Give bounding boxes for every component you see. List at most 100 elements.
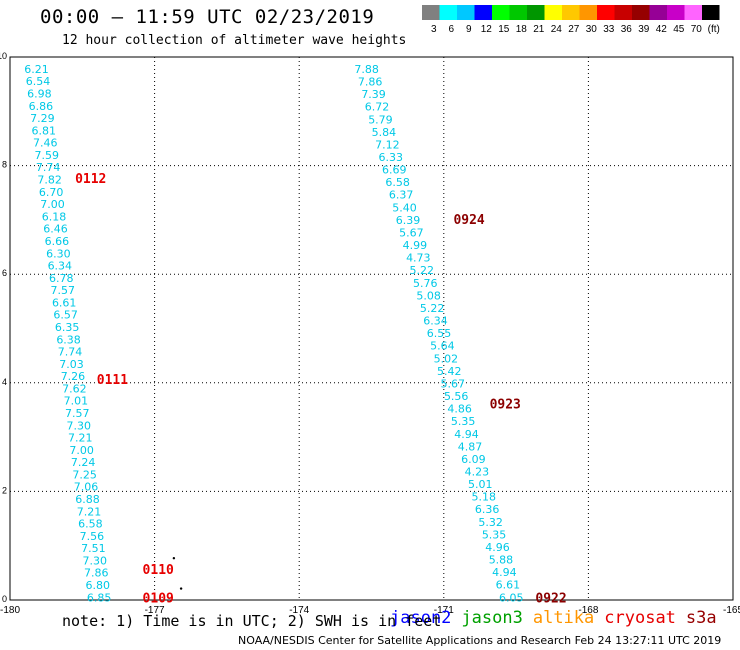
wave-height-value: 5.22	[420, 302, 445, 315]
x-tick-label: -174	[289, 605, 309, 616]
chart-subtitle: 12 hour collection of altimeter wave hei…	[62, 33, 407, 48]
wave-height-value: 4.73	[406, 252, 431, 265]
wave-height-value: 4.23	[465, 465, 490, 478]
wave-height-value: 6.05	[499, 591, 524, 604]
wave-height-value: 4.94	[454, 428, 479, 441]
time-label: 0922	[535, 591, 566, 606]
colorbar-swatch	[439, 5, 457, 20]
colorbar-label: 12	[481, 24, 493, 35]
wave-height-value: 7.74	[36, 161, 61, 174]
chart-title: 00:00 – 11:59 UTC 02/23/2019	[40, 6, 375, 28]
wave-height-value: 6.36	[475, 503, 500, 516]
wave-height-value: 6.58	[385, 176, 410, 189]
wave-height-value: 5.76	[413, 277, 438, 290]
satellite-legend-jason3: jason3	[461, 608, 523, 628]
colorbar-swatch	[492, 5, 510, 20]
wave-height-value: 6.35	[55, 321, 80, 334]
x-tick-label: -171	[434, 605, 454, 616]
wave-height-value: 7.86	[358, 76, 383, 89]
wave-height-value: 6.55	[427, 327, 452, 340]
colorbar-label: 6	[448, 24, 454, 35]
colorbar-swatch	[579, 5, 597, 20]
wave-height-value: 7.00	[40, 198, 65, 211]
y-tick-label: 10	[0, 51, 7, 61]
wave-height-value: 6.57	[53, 309, 78, 322]
wave-height-value: 5.08	[416, 289, 441, 302]
colorbar-label: 33	[603, 24, 615, 35]
colorbar-label: 45	[673, 24, 685, 35]
wave-height-value: 7.00	[69, 444, 94, 457]
wave-height-value: 6.18	[42, 210, 67, 223]
wave-height-value: 7.86	[84, 567, 109, 580]
color-scale-legend: 3 6 9 12 15 18 21 24 27 30 33 36 39 42 45 70 (ft)	[422, 5, 720, 35]
wave-height-value: 6.72	[365, 101, 390, 114]
wave-height-value: 7.30	[83, 554, 108, 567]
x-tick-label: -165	[723, 605, 740, 616]
x-tick-label: -180	[0, 605, 20, 616]
wave-height-value: 6.34	[423, 315, 448, 328]
y-tick-label: 4	[2, 377, 7, 387]
colorbar-swatch	[614, 5, 632, 20]
wave-height-value: 6.85	[87, 591, 112, 604]
y-tick-label: 6	[2, 268, 7, 278]
wave-height-value: 6.30	[46, 247, 71, 260]
wave-height-value: 7.82	[37, 174, 62, 187]
satellite-legend-cryosat: cryosat	[604, 608, 676, 628]
x-tick-label: -177	[145, 605, 165, 616]
wave-height-value: 5.67	[441, 377, 466, 390]
time-label: 0112	[75, 172, 106, 187]
colorbar-swatch	[702, 5, 720, 20]
wave-height-value: 7.29	[30, 112, 55, 125]
colorbar-swatch	[422, 5, 440, 20]
satellite-legend-altika: altika	[532, 608, 595, 628]
footnote: note: 1) Time is in UTC; 2) SWH is in fe…	[62, 612, 442, 630]
wave-height-value: 6.78	[49, 272, 74, 285]
wave-height-value: 6.81	[32, 124, 57, 137]
colorbar-label: 3	[431, 24, 437, 35]
wave-height-value: 4.86	[447, 403, 472, 416]
satellite-legend-jason2: jason2	[390, 608, 452, 628]
x-tick-label: -168	[578, 605, 598, 616]
wave-height-value: 5.02	[434, 352, 459, 365]
colorbar-swatch	[527, 5, 545, 20]
colorbar-swatch	[562, 5, 580, 20]
time-label: 0923	[490, 398, 521, 413]
credit-line: NOAA/NESDIS Center for Satellite Applica…	[238, 634, 722, 647]
wave-height-value: 6.86	[29, 100, 54, 113]
wave-height-value: 6.09	[461, 453, 486, 466]
wave-height-value: 7.21	[77, 505, 102, 518]
wave-height-value: 5.32	[478, 516, 503, 529]
wave-height-value: 7.57	[50, 284, 75, 297]
wave-height-value: 5.40	[392, 201, 417, 214]
colorbar-swatch	[649, 5, 667, 20]
colorbar-swatch	[597, 5, 615, 20]
wave-height-value: 7.25	[72, 468, 97, 481]
y-tick-label: 8	[2, 160, 7, 170]
time-label: 0924	[453, 213, 484, 228]
wave-height-value: 5.22	[410, 264, 435, 277]
colorbar-swatch	[474, 5, 492, 20]
colorbar-label: 21	[533, 24, 545, 35]
wave-height-value: 5.88	[489, 554, 514, 567]
wave-height-value: 6.38	[56, 333, 81, 346]
wave-height-value: 7.57	[65, 407, 90, 420]
wave-height-value: 4.94	[492, 566, 517, 579]
colorbar-label: (ft)	[708, 24, 720, 35]
wave-height-value: 5.56	[444, 390, 469, 403]
wave-height-value: 6.98	[27, 88, 52, 101]
y-tick-label: 2	[2, 485, 7, 495]
wave-height-value: 7.59	[34, 149, 59, 162]
plot-frame	[9, 56, 734, 601]
wave-height-value: 7.03	[59, 358, 84, 371]
wave-height-value: 7.24	[71, 456, 96, 469]
colorbar-label: 9	[466, 24, 472, 35]
colorbar-label: 70	[691, 24, 703, 35]
wave-height-value: 5.64	[430, 340, 455, 353]
colorbar-swatch	[457, 5, 475, 20]
wave-height-value: 5.84	[372, 126, 397, 139]
colorbar-label: 18	[516, 24, 528, 35]
wave-height-value: 7.21	[68, 432, 93, 445]
wave-height-value: 7.12	[375, 138, 400, 151]
satellite-legend: jason2 jason3 altika cryosat s3a	[390, 608, 727, 628]
wave-height-value: 7.01	[64, 395, 89, 408]
